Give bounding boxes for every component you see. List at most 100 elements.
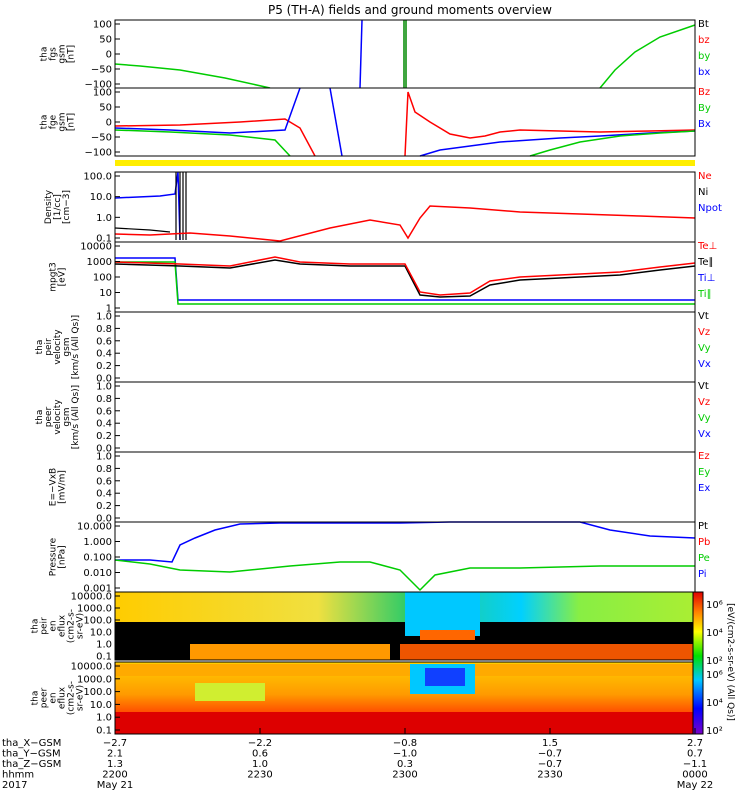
y-tick-label: 0.1 [96,652,112,663]
panel-efield [114,451,696,523]
series-bx [359,19,363,89]
y-tick-label: 1.0 [96,312,112,323]
y-axis-label: velocity [53,329,63,365]
legend-entry: Bx [698,119,711,130]
legend-entry: Vy [698,413,711,424]
footer-value: −0.7 [538,749,562,760]
footer-value: May 22 [677,780,714,791]
footer-value: 2.7 [687,738,703,749]
footer-row-name: tha_Z−GSM [2,759,61,770]
legend-entry: Te⊥ [697,241,717,252]
y-tick-label: 0.6 [96,406,112,417]
y-axis-label: tha [40,115,50,130]
y-axis-label: fgs [49,47,59,61]
footer-value: 0.3 [397,759,413,770]
y-tick-label: 0.2 [96,361,112,372]
legend-entry: Pt [698,521,708,532]
y-tick-label: 100 [93,20,112,31]
y-axis-label: sr-eV) [76,685,86,711]
series-ni [114,172,187,240]
footer-value: 0.7 [687,749,703,760]
y-tick-label: 1.0 [96,382,112,393]
y-tick-label: 100.0 [83,172,112,183]
series-bz [403,20,407,88]
y-tick-label: −100 [85,80,112,91]
y-tick-label: 100 [93,273,112,284]
y-tick-label: 50 [99,35,112,46]
footer-value: 2230 [247,770,272,781]
y-tick-label: 1.0 [96,452,112,463]
panel-fgs [114,19,696,89]
y-tick-label: 0.6 [96,336,112,347]
footer-row-name: tha_Y−GSM [2,749,61,760]
colorbar-tick: 10⁶ [706,670,723,681]
y-tick-label: 10000.0 [71,662,112,673]
y-axis-label: [eV] [58,268,68,287]
panel-fge [114,87,696,166]
legend-entry: Vz [698,397,710,408]
y-axis-label: tha [35,410,45,425]
plot-title: P5 (TH-A) fields and ground moments over… [268,3,552,17]
y-axis-label: (cm2-s- [67,681,77,715]
y-tick-label: 0 [106,118,112,129]
panel-density [114,171,696,243]
y-axis-label: peir [40,617,50,635]
y-tick-label: 10000 [80,242,112,253]
series-fge-bz [114,118,316,157]
y-tick-label: 0.100 [83,553,112,564]
y-tick-label: 10.0 [90,628,112,639]
legend-entry: Pb [698,537,710,548]
series-ti-par [115,261,695,305]
y-axis-label: fge [49,114,59,129]
y-tick-label: 0.8 [96,464,112,475]
footer-value: 2300 [392,770,417,781]
y-tick-label: 1 [106,304,112,315]
status-bar [115,160,695,166]
series-te-perp [114,256,696,296]
panel-peer-velocity [114,381,696,453]
colorbar-tick: 10⁴ [706,698,723,709]
footer-value: May 21 [97,780,134,791]
y-axis-label: [cm−3] [62,190,72,224]
legend-entry: Vx [698,359,711,370]
series-fge-by-2 [529,130,696,157]
y-tick-label: 1.0 [96,713,112,724]
legend-entry: Vx [698,429,711,440]
y-axis-label: [nT] [67,45,77,63]
y-axis-label: [km/s (All Qs)] [71,315,81,379]
y-axis-label: gsm [62,407,72,426]
series-pi [115,521,696,563]
y-tick-label: 1000 [87,257,112,268]
colorbar-tick: 10² [706,656,723,667]
legend-entry: By [698,103,711,114]
y-axis-label: peir [44,338,54,356]
y-tick-label: 0.001 [83,584,112,595]
series-by [114,63,271,89]
colorbar-tick: 10² [706,726,723,737]
y-tick-label: −50 [91,65,112,76]
y-tick-label: 100.0 [83,687,112,698]
y-tick-label: 1.0 [96,213,112,224]
footer-value: 1.5 [542,738,558,749]
legend-entry: Ez [698,451,710,462]
y-axis-label: sr-eV) [76,613,86,639]
y-axis-label: [1/cc] [53,194,63,220]
y-tick-label: 0.2 [96,431,112,442]
y-tick-label: 50 [99,103,112,114]
y-axis-label: Pressure [49,537,59,576]
panel-temperature [114,241,696,313]
legend-entry: Pe [698,553,710,564]
legend-entry: Ti⊥ [697,273,715,284]
y-axis-label: [nT] [67,113,77,131]
series-fge-by [114,129,291,157]
series-fge-bx [114,87,301,134]
y-axis-label: eflux [58,614,68,637]
y-axis-label: Density [44,189,54,224]
legend-entry: Te∥ [697,257,714,268]
legend-entry: Bt [698,19,709,30]
footer-row-name: 2017 [2,780,27,791]
y-tick-label: 10.0 [90,700,112,711]
series-by-2 [599,24,696,89]
